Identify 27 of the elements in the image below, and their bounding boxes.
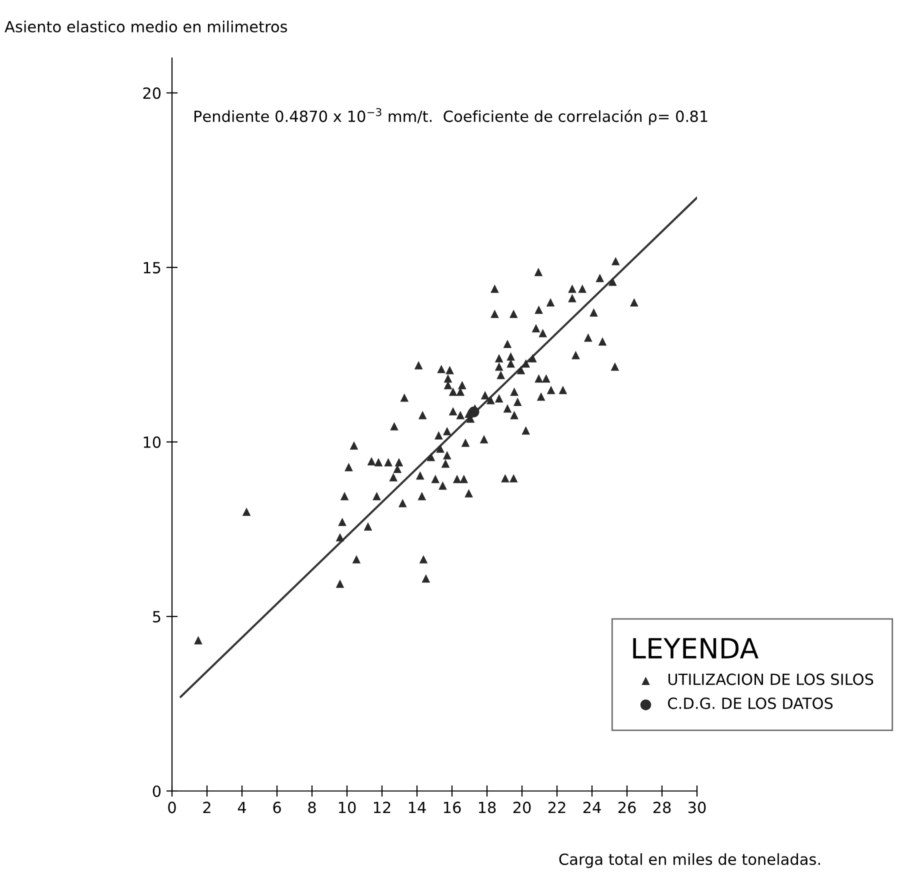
x-tick-label: 18 [478,802,496,814]
x-tick-label: 4 [238,802,246,814]
x-tick-label: 30 [688,802,706,814]
y-tick-label: 0 [152,785,161,798]
x-tick-label: 22 [548,802,566,814]
x-tick-label: 14 [408,802,426,814]
annotation: Pendiente 0.4870 x 10$^{−3}$ mm/t. Coeficiente de correlación ρ= 0.81 [194,108,708,126]
x-tick-label: 26 [618,802,636,814]
x-tick-label: 6 [273,802,281,814]
x-tick-label: 24 [583,802,601,814]
y-tick-label: 15 [144,262,160,274]
y-axis-title: Asiento elastico medio en milimetros [4,20,288,32]
x-tick-label: 2 [203,802,210,814]
x-tick-label: 12 [374,802,390,814]
x-tick-label: 10 [338,802,356,814]
y-tick-label: 5 [153,611,160,622]
legend-label: C.D.G. DE LOS DATOS [668,698,833,710]
legend-label: UTILIZACION DE LOS SILOS [668,674,874,686]
x-tick-label: 0 [168,802,176,814]
y-tick-label: 10 [144,436,161,448]
x-tick-label: 20 [513,802,531,814]
x-tick-label: 8 [308,802,316,814]
legend-title: LEYENDA [633,638,758,658]
x-tick-label: 28 [653,802,671,814]
x-axis-title: Carga total en miles de toneladas. [559,853,820,868]
y-tick-label: 20 [143,87,161,99]
x-tick-label: 16 [444,802,461,814]
